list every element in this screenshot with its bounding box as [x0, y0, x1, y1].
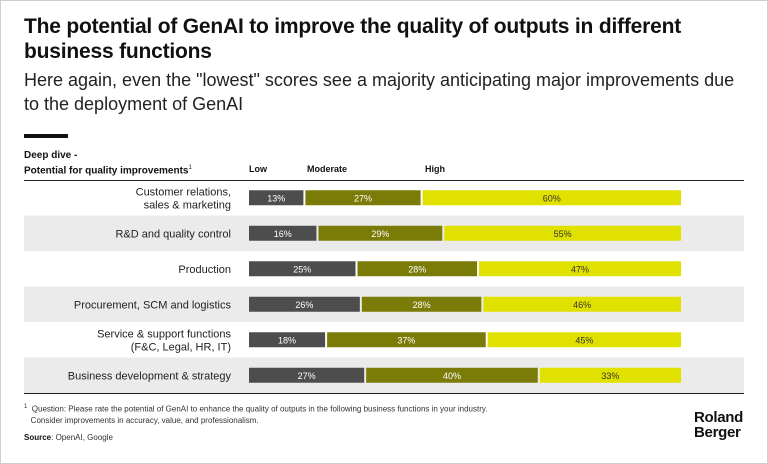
bar-high — [487, 332, 681, 348]
header-axis-line — [24, 180, 744, 181]
bar-moderate — [361, 296, 482, 312]
category-label: sales & marketing — [144, 199, 231, 211]
bar-low — [249, 296, 360, 312]
bar-moderate — [357, 261, 478, 277]
chart-title: The potential of GenAI to improve the qu… — [24, 15, 682, 63]
bar-moderate — [305, 190, 421, 206]
data-label: 13% — [267, 193, 285, 203]
data-label: 45% — [575, 335, 593, 345]
legend-high: High — [425, 164, 445, 174]
bar-high — [479, 261, 681, 277]
bar-high — [422, 190, 681, 206]
bar-low — [249, 261, 356, 277]
category-label: Customer relations, — [136, 186, 231, 198]
category-label: Production — [178, 264, 231, 276]
bar-low — [249, 190, 304, 206]
bar-low — [249, 332, 326, 348]
data-label: 37% — [397, 335, 415, 345]
deep-dive-line1: Deep dive - — [24, 150, 78, 161]
bar-high — [483, 296, 681, 312]
bar-moderate — [366, 367, 538, 383]
source-label: Source — [24, 433, 52, 442]
legend-low: Low — [249, 164, 267, 174]
data-label: 40% — [443, 371, 461, 381]
deep-dive-sup: 1 — [188, 165, 192, 171]
footnote-line2: Consider improvements in accuracy, value… — [30, 415, 259, 425]
data-label: 18% — [278, 335, 296, 345]
bar-low — [249, 225, 317, 241]
data-label: 60% — [543, 193, 561, 203]
data-label: 55% — [554, 229, 572, 239]
data-label: 46% — [573, 300, 591, 310]
source-note: Source: OpenAI, Google — [24, 433, 113, 442]
title-rule — [24, 134, 68, 138]
data-label: 47% — [571, 264, 589, 274]
deep-dive-label: Deep dive - Potential for quality improv… — [24, 149, 192, 177]
data-label: 25% — [293, 264, 311, 274]
bottom-axis-line — [24, 393, 744, 394]
legend-moderate: Moderate — [307, 164, 348, 174]
data-label: 28% — [413, 300, 431, 310]
category-label: Procurement, SCM and logistics — [74, 299, 232, 311]
category-label: R&D and quality control — [115, 228, 231, 240]
data-label: 27% — [298, 371, 316, 381]
category-label: Business development & strategy — [68, 370, 232, 382]
bar-low — [249, 367, 365, 383]
footnote-line1: Question: Please rate the potential of G… — [31, 404, 488, 414]
category-label: Service & support functions — [97, 328, 231, 340]
bar-high — [444, 225, 681, 241]
data-label: 33% — [601, 371, 619, 381]
bar-moderate — [327, 332, 486, 348]
data-label: 29% — [371, 229, 389, 239]
footnote-sup: 1 — [24, 404, 28, 410]
source-text: OpenAI, Google — [55, 433, 113, 442]
footnote: 1 Question: Please rate the potential of… — [24, 402, 487, 426]
deep-dive-line2: Potential for quality improvements — [24, 165, 189, 177]
chart-subtitle: Here again, even the "lowest" scores see… — [24, 70, 735, 114]
data-label: 27% — [354, 193, 372, 203]
logo-line1: Roland — [694, 409, 744, 426]
roland-berger-logo: Roland Berger — [694, 410, 743, 440]
bar-moderate — [318, 225, 443, 241]
data-label: 26% — [295, 300, 313, 310]
category-label: (F&C, Legal, HR, IT) — [131, 341, 231, 353]
logo-line2: Berger — [694, 424, 741, 441]
data-label: 16% — [274, 229, 292, 239]
bar-high — [539, 367, 681, 383]
data-label: 28% — [408, 264, 426, 274]
